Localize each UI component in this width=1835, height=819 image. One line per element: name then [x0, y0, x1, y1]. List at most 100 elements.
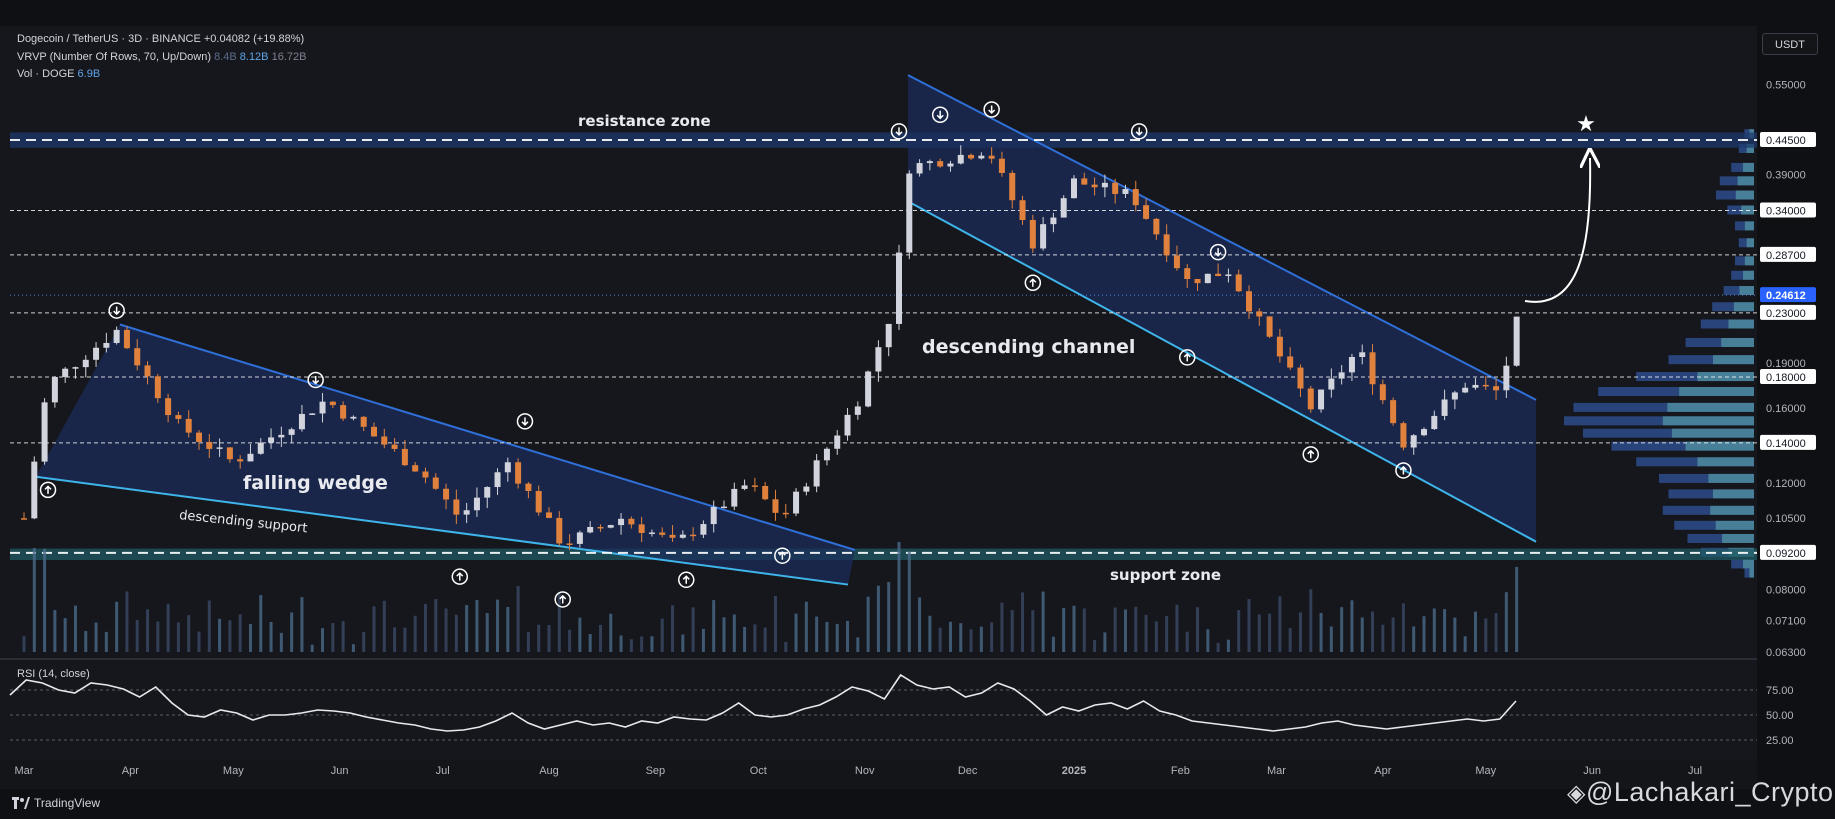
profile-bar-down — [1744, 568, 1754, 578]
volume-bar — [979, 626, 983, 652]
profile-bar-down — [1564, 416, 1754, 426]
profile-bar-up — [1743, 162, 1754, 172]
candle-body — [340, 405, 347, 419]
rsi-tick-label: 50.00 — [1766, 710, 1794, 722]
volume-bar — [372, 606, 376, 652]
volume-bar — [1432, 608, 1436, 652]
volume-bar — [578, 617, 582, 652]
candle-body — [782, 512, 789, 515]
volume-bar — [1360, 617, 1364, 652]
candle-body — [937, 161, 944, 167]
tradingview-logo[interactable]: TradingView — [12, 796, 100, 810]
profile-bar-down — [1738, 238, 1754, 248]
volume-bar — [444, 608, 448, 652]
volume-bar — [722, 617, 726, 652]
candle-body — [813, 460, 820, 487]
marker-circle — [1302, 446, 1320, 463]
profile-bar-up — [1746, 143, 1754, 153]
wedge-lower-line — [35, 475, 849, 586]
volume-bar — [506, 606, 510, 652]
candle-body — [72, 367, 79, 369]
volume-bar — [660, 618, 664, 652]
candle-body — [1266, 316, 1273, 337]
volume-bar — [959, 623, 963, 652]
time-tick-label: May — [223, 765, 244, 777]
current-price-label: 0.24612 — [1766, 290, 1806, 302]
rsi-indicator — [9, 673, 1757, 741]
volume-bar — [1309, 589, 1313, 652]
volume-bar — [454, 614, 458, 652]
candle-body — [834, 435, 841, 449]
support-zone-band — [10, 548, 1757, 561]
profile-bar-up — [1743, 559, 1754, 569]
volume-bar — [1175, 604, 1179, 652]
profile-bar-down — [1716, 190, 1754, 200]
volume-bar — [1031, 610, 1035, 652]
volume-bar — [1422, 616, 1426, 652]
volume-bar — [156, 621, 160, 652]
channel-lower-line — [907, 200, 1537, 543]
candle-body — [1431, 415, 1438, 430]
profile-bar-down — [1735, 221, 1754, 231]
volume-bar — [63, 618, 67, 652]
candle-body — [957, 154, 964, 164]
volume-bar — [485, 613, 489, 652]
marker-circle — [774, 547, 791, 564]
price-chart[interactable]: 0.06300 0.07100 0.08000 0.09200 0.10500 0.120… — [0, 26, 1835, 789]
profile-bar-up — [1712, 489, 1754, 499]
volume-bar — [465, 605, 469, 652]
arrow-up-marker-icon — [774, 547, 791, 564]
tradingview-icon — [12, 797, 30, 809]
candle-body — [103, 342, 110, 348]
candle-body — [484, 487, 491, 498]
falling-wedge-label: falling wedge — [243, 472, 388, 494]
candle-body — [1482, 384, 1489, 387]
candle-body — [473, 497, 480, 511]
marker-arrow — [113, 306, 121, 316]
marker-circle — [983, 101, 1000, 118]
marker-circle — [108, 302, 125, 319]
candle-body — [175, 415, 182, 419]
candle-body — [906, 173, 913, 253]
candle-body — [1369, 352, 1376, 385]
volume-bar — [104, 631, 108, 652]
price-tick-label: 0.14000 — [1766, 438, 1806, 450]
candle-body — [597, 526, 604, 529]
candle-body — [515, 462, 522, 484]
volume-bar — [1473, 611, 1477, 652]
candle-body — [350, 416, 357, 419]
volume-bar — [187, 615, 191, 652]
candle-body — [463, 510, 470, 515]
profile-bar-down — [1735, 256, 1754, 266]
currency-unit-button[interactable]: USDT — [1762, 33, 1818, 55]
candle-body — [1390, 400, 1397, 424]
volume-bar — [1113, 607, 1117, 652]
candle-body — [1503, 365, 1510, 391]
candle-body — [854, 406, 861, 415]
candle-body — [628, 518, 635, 525]
legend-volume: Vol · DOGE 6.9B — [17, 68, 100, 80]
candle-body — [968, 154, 975, 159]
candle-body — [1441, 399, 1448, 416]
candle-body — [535, 491, 542, 513]
rsi-tick-label: 25.00 — [1766, 735, 1794, 747]
volume-bar — [866, 596, 870, 652]
rsi-tick-label: 75.00 — [1766, 685, 1794, 697]
volume-bar — [928, 615, 932, 652]
candle-body — [1297, 367, 1304, 389]
profile-bar-up — [1679, 387, 1754, 397]
arrow-down-marker-icon — [516, 413, 534, 430]
candle-body — [1246, 291, 1252, 312]
volume-bar — [938, 627, 942, 652]
volume-bar — [1463, 636, 1467, 652]
candle-body — [1173, 255, 1180, 269]
volume-bar — [887, 582, 891, 652]
marker-circle — [1130, 123, 1148, 140]
volume-bar — [1298, 612, 1302, 652]
volume-bar — [681, 634, 685, 652]
volume-bar — [763, 627, 767, 652]
candle-body — [998, 158, 1005, 173]
marker-arrow — [1307, 449, 1315, 459]
volume-bar — [382, 600, 386, 652]
time-tick-label: Jul — [1688, 765, 1702, 777]
